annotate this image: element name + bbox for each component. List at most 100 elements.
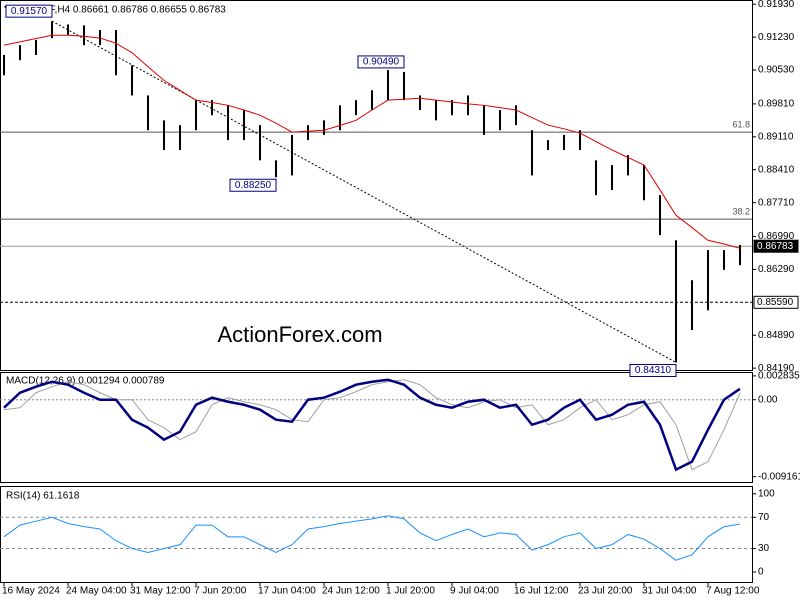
price-panel-frame bbox=[0, 0, 753, 371]
x-tick-label: 24 Jun 12:00 bbox=[322, 586, 380, 597]
y-tick-label: 0.90530 bbox=[758, 65, 795, 76]
price-bar bbox=[467, 95, 469, 116]
y-tick-label: 0.91930 bbox=[758, 0, 795, 10]
price-box bbox=[753, 295, 799, 309]
moving-average bbox=[3, 34, 741, 249]
y-tick-label: 0.86290 bbox=[758, 264, 795, 275]
x-tick-label: 16 Jul 12:00 bbox=[514, 586, 569, 597]
x-tick-label: 1 Jul 20:00 bbox=[386, 586, 435, 597]
price-bar bbox=[531, 130, 533, 176]
price-title: USDCHF,H4 0.86661 0.86786 0.86655 0.8678… bbox=[14, 5, 226, 16]
watermark: ActionForex.com bbox=[217, 322, 382, 347]
price-bar bbox=[339, 105, 341, 131]
macd-line bbox=[3, 378, 741, 472]
y-tick-label: 0.00 bbox=[758, 394, 778, 405]
y-tick-label: 0.86990 bbox=[758, 231, 795, 242]
price-bar bbox=[307, 125, 309, 141]
price-bar bbox=[115, 30, 117, 76]
price-bar bbox=[243, 110, 245, 141]
price-bar bbox=[179, 125, 181, 150]
annotation-label: 0.88250 bbox=[235, 180, 272, 191]
price-bar bbox=[611, 165, 613, 190]
rsi-panel-frame bbox=[0, 486, 753, 583]
price-bar bbox=[131, 65, 133, 96]
annotation-label: 0.90490 bbox=[363, 57, 400, 68]
price-bar bbox=[403, 71, 405, 101]
signal-line bbox=[3, 379, 741, 471]
x-tick-label: 7 Jun 20:00 bbox=[194, 586, 247, 597]
swing-annotation: 0.90490 bbox=[357, 55, 405, 69]
y-tick-label: 0.84890 bbox=[758, 330, 795, 341]
rsi-line bbox=[3, 515, 741, 561]
annotation-box bbox=[629, 363, 677, 377]
x-tick-label: 31 May 12:00 bbox=[130, 586, 191, 597]
price-bar bbox=[547, 140, 549, 150]
annotation-label: 0.91570 bbox=[11, 6, 48, 17]
price-bar bbox=[451, 100, 453, 116]
y-tick-label: 0.88410 bbox=[758, 164, 795, 175]
price-bar bbox=[643, 165, 645, 201]
price-bar bbox=[275, 160, 277, 178]
price-bar bbox=[563, 134, 565, 150]
annotation-box bbox=[5, 4, 53, 18]
price-bar bbox=[51, 21, 53, 39]
annotation-label: 0.84310 bbox=[635, 365, 672, 376]
x-tick-label: 23 Jul 20:00 bbox=[578, 586, 633, 597]
price-bar bbox=[579, 130, 581, 150]
x-tick-label: 17 Jun 04:00 bbox=[258, 586, 316, 597]
price-bar bbox=[691, 280, 693, 331]
y-tick-label: 0 bbox=[758, 567, 764, 578]
price-bar bbox=[499, 110, 501, 131]
y-tick-label: 0.89110 bbox=[758, 131, 794, 142]
price-bar bbox=[147, 95, 149, 131]
y-tick-label: 30 bbox=[758, 543, 770, 554]
price-bar bbox=[291, 134, 293, 176]
price-bar bbox=[515, 105, 517, 126]
price-bar bbox=[163, 120, 165, 150]
price-bar bbox=[659, 195, 661, 236]
price-bar bbox=[627, 155, 629, 176]
annotation-box bbox=[229, 178, 277, 192]
macd-panel-frame bbox=[0, 372, 753, 483]
swing-annotation: 0.88250 bbox=[229, 178, 277, 192]
y-tick-label: 0.87710 bbox=[758, 197, 795, 208]
price-bar bbox=[723, 250, 725, 270]
price-bar bbox=[595, 160, 597, 196]
x-tick-label: 16 May 2024 bbox=[2, 586, 60, 597]
y-tick-label: 0.84190 bbox=[758, 363, 795, 374]
macd-title: MACD(12,26,9) 0.001294 0.000789 bbox=[6, 376, 165, 387]
price-bar bbox=[323, 120, 325, 135]
y-tick-label: -0.009161 bbox=[758, 471, 800, 482]
price-bar bbox=[259, 125, 261, 161]
price-bar bbox=[419, 95, 421, 111]
y-tick-label: 0.89810 bbox=[758, 99, 795, 110]
price-bar bbox=[739, 244, 741, 266]
price-bar bbox=[83, 25, 85, 46]
price-bar bbox=[3, 55, 5, 76]
y-tick-label: 100 bbox=[758, 488, 775, 499]
price-box bbox=[753, 239, 799, 253]
price-bar bbox=[67, 24, 69, 36]
price-bar bbox=[371, 90, 373, 111]
price-box-label: 0.85590 bbox=[757, 297, 794, 308]
y-tick-label: 0.002835 bbox=[758, 371, 800, 382]
rsi-title: RSI(14) 61.1618 bbox=[6, 491, 80, 502]
price-bar bbox=[211, 100, 213, 116]
price-bar bbox=[355, 100, 357, 116]
price-bar bbox=[19, 45, 21, 61]
x-tick-label: 24 May 04:00 bbox=[66, 586, 127, 597]
price-bar bbox=[35, 39, 37, 56]
fib-level-label: 38.2 bbox=[732, 206, 750, 216]
price-bar bbox=[707, 250, 709, 311]
y-tick-label: 0.91230 bbox=[758, 32, 795, 43]
trendline bbox=[51, 20, 677, 363]
price-bar bbox=[483, 105, 485, 135]
swing-annotation: 0.91570 bbox=[5, 4, 53, 18]
price-bar bbox=[195, 100, 197, 131]
price-bar bbox=[435, 100, 437, 121]
y-tick-label: 70 bbox=[758, 512, 770, 523]
price-bar bbox=[675, 240, 677, 363]
fib-level-label: 61.8 bbox=[732, 119, 750, 129]
